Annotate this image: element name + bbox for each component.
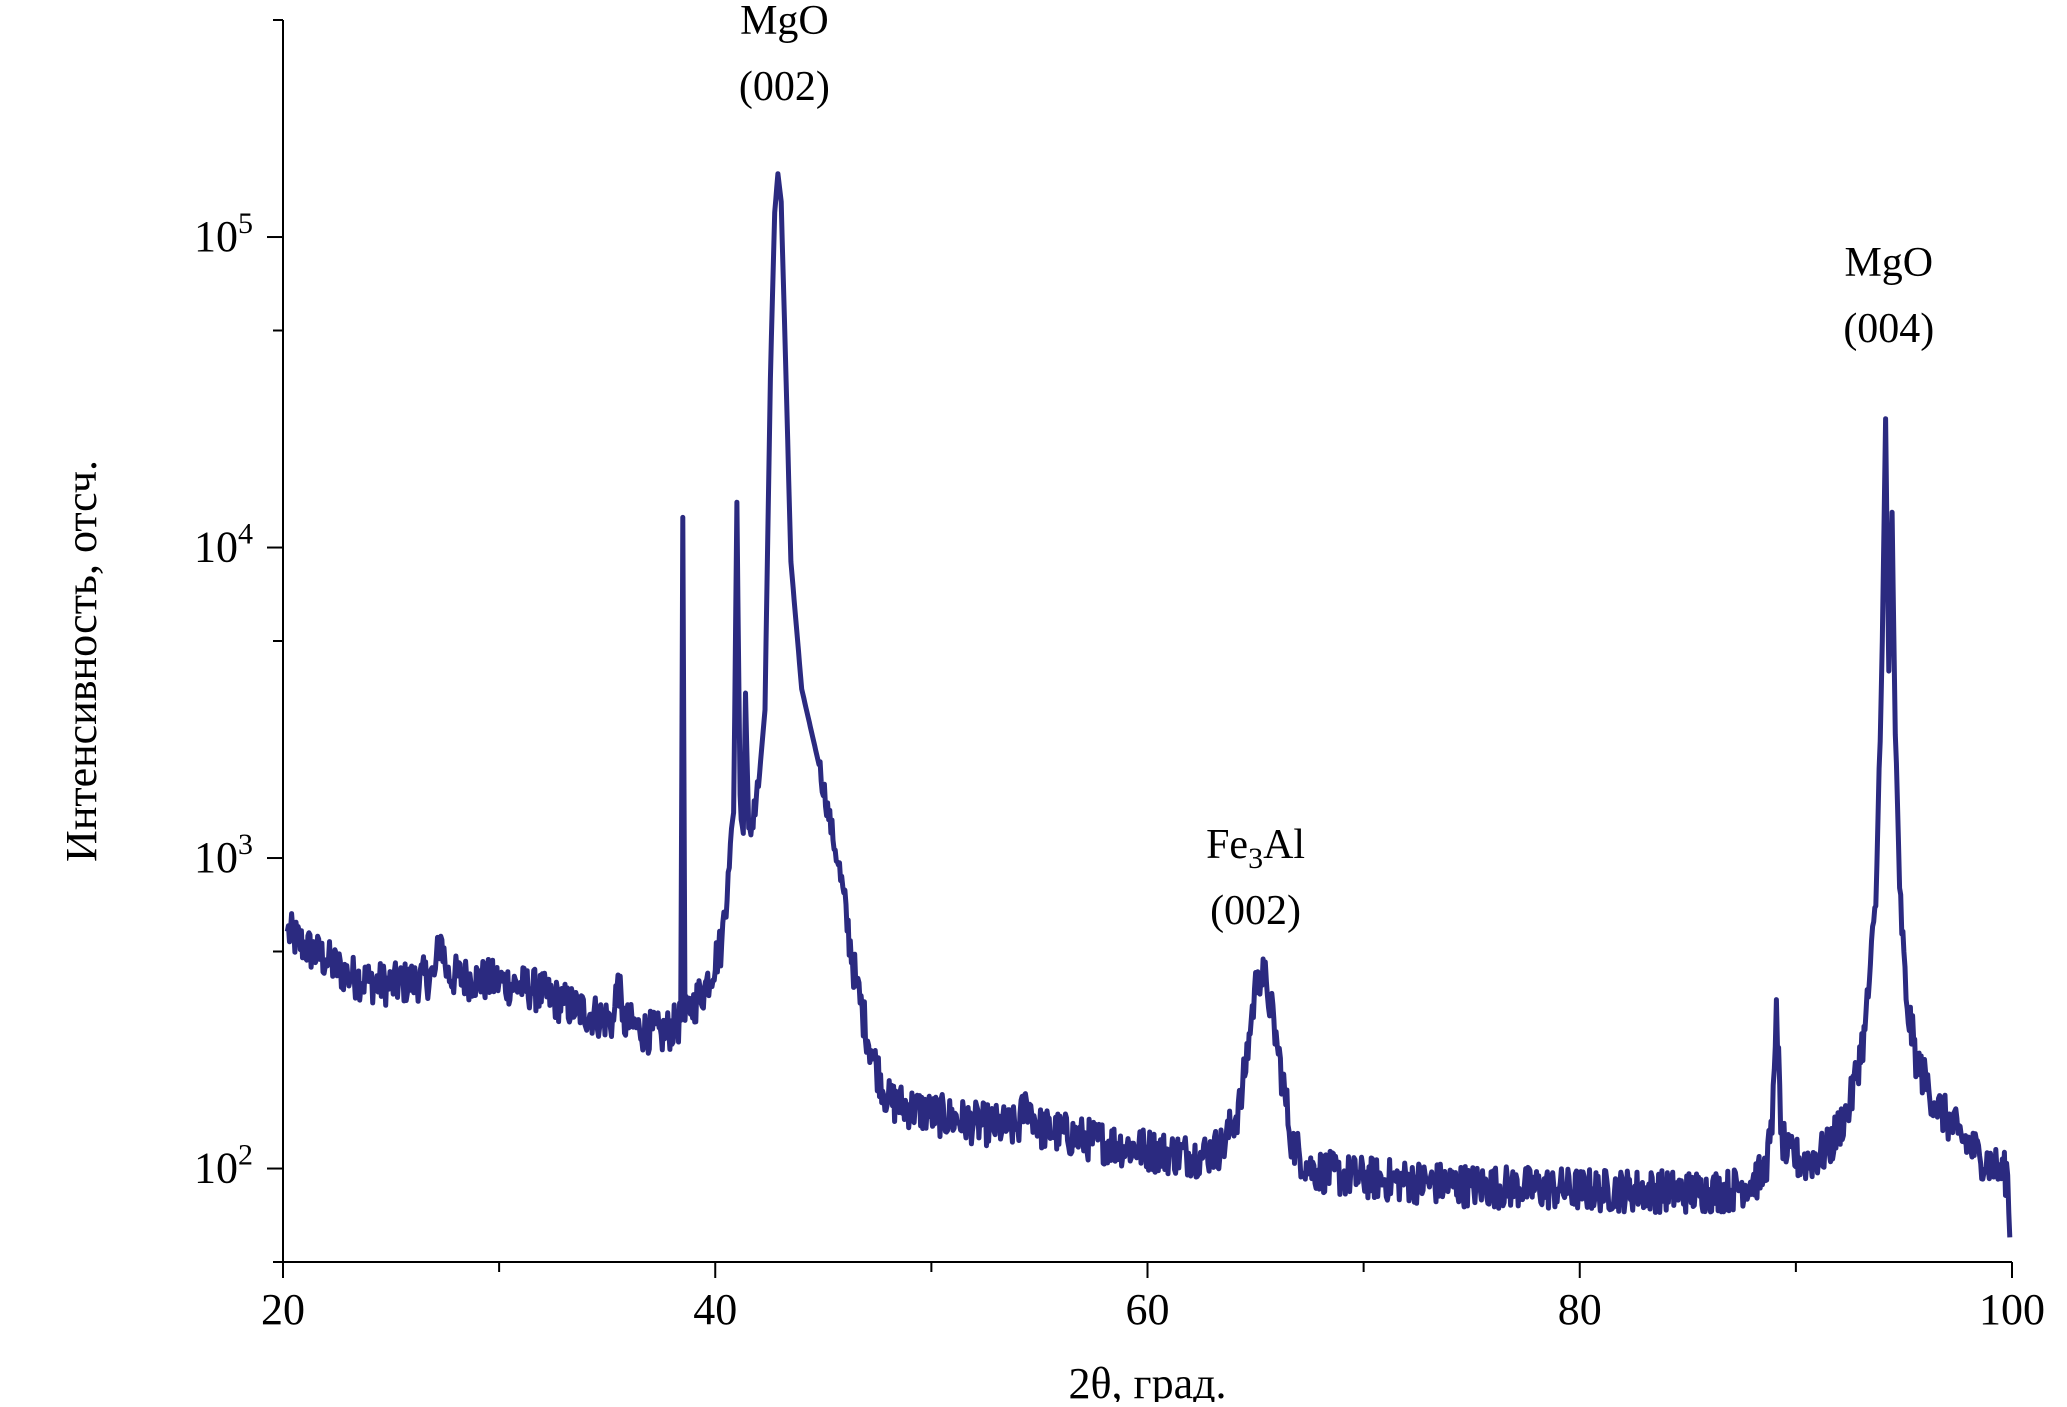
peak-label-phase: MgO xyxy=(1844,240,1933,286)
peak-label-index: (002) xyxy=(739,64,830,110)
phase-subscript: 3 xyxy=(1248,842,1263,875)
y-tick-label: 103 xyxy=(194,828,253,882)
y-tick-exponent: 2 xyxy=(238,1139,253,1172)
series-layer xyxy=(284,171,2013,1238)
x-axis-title: 2θ, град. xyxy=(1068,1359,1226,1402)
y-tick-label: 102 xyxy=(194,1139,253,1193)
peak-label-index: (004) xyxy=(1843,306,1934,352)
y-tick-exponent: 5 xyxy=(238,207,253,240)
series-line xyxy=(284,171,2013,1238)
x-tick-label: 20 xyxy=(261,1285,305,1334)
y-tick-base: 10 xyxy=(194,1144,238,1193)
x-tick-label: 40 xyxy=(693,1285,737,1334)
peak-label-phase: Fe3Al xyxy=(1206,822,1305,875)
peak-label-phase: MgO xyxy=(740,0,829,44)
y-tick-base: 10 xyxy=(194,523,238,572)
peak-label-index: (002) xyxy=(1210,888,1301,934)
y-tick-exponent: 4 xyxy=(238,518,253,551)
phase-tail: Al xyxy=(1263,822,1305,868)
axes-layer xyxy=(267,19,2013,1278)
y-axis-title: Интенсивность, отсч. xyxy=(57,460,106,862)
x-tick-label: 100 xyxy=(1979,1285,2045,1334)
y-tick-label: 105 xyxy=(194,207,253,261)
y-tick-base: 10 xyxy=(194,833,238,882)
y-tick-base: 10 xyxy=(194,212,238,261)
y-tick-label: 104 xyxy=(194,518,253,572)
x-tick-label: 60 xyxy=(1126,1285,1170,1334)
y-tick-exponent: 3 xyxy=(238,828,253,861)
x-tick-label: 80 xyxy=(1558,1285,1602,1334)
phase-base: Fe xyxy=(1206,822,1248,868)
